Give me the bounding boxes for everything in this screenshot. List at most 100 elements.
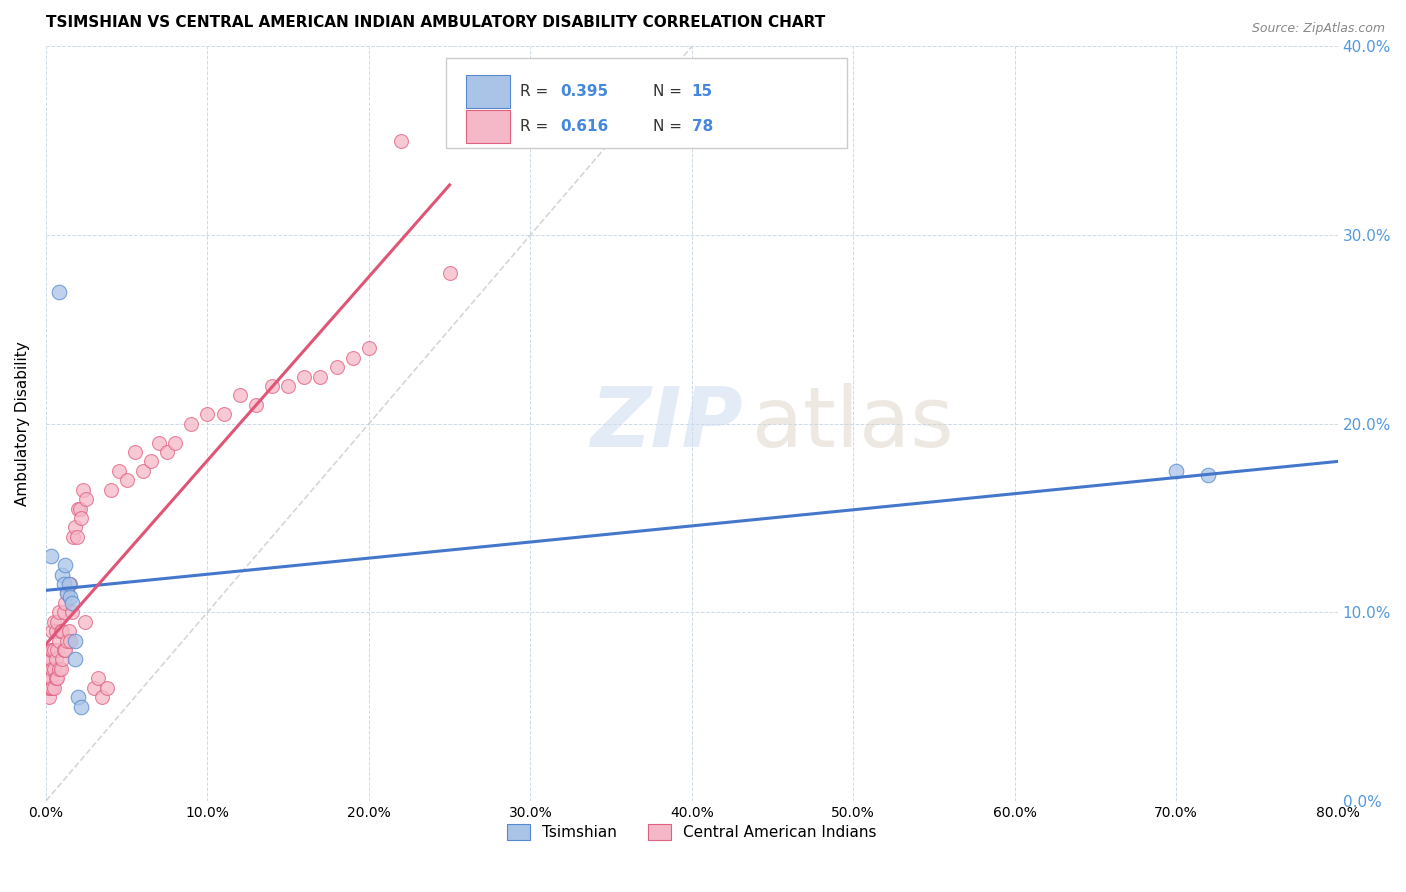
- Point: [49, 662, 72, 676]
- Point: [48, 662, 70, 676]
- Point: [39, 652, 62, 666]
- Point: [96, 681, 118, 695]
- FancyBboxPatch shape: [446, 58, 846, 148]
- Point: [41, 624, 63, 639]
- Point: [260, 379, 283, 393]
- Point: [39, 643, 62, 657]
- Y-axis label: Ambulatory Disability: Ambulatory Disability: [15, 342, 30, 506]
- Point: [37, 662, 59, 676]
- Point: [100, 483, 122, 497]
- FancyBboxPatch shape: [465, 110, 510, 143]
- Point: [60, 605, 83, 619]
- Point: [75, 492, 97, 507]
- Point: [277, 379, 299, 393]
- Point: [38, 681, 60, 695]
- Point: [59, 577, 82, 591]
- Point: [48, 285, 70, 299]
- Point: [245, 398, 267, 412]
- Point: [342, 351, 364, 365]
- Point: [51, 624, 73, 639]
- Point: [148, 435, 170, 450]
- Point: [37, 681, 59, 695]
- Point: [38, 690, 60, 705]
- Legend: Tsimshian, Central American Indians: Tsimshian, Central American Indians: [501, 818, 883, 846]
- Text: 15: 15: [692, 84, 713, 99]
- Point: [63, 633, 86, 648]
- Text: N =: N =: [652, 84, 688, 99]
- Point: [63, 520, 86, 534]
- Point: [60, 596, 83, 610]
- Text: N =: N =: [652, 119, 688, 134]
- Point: [45, 652, 67, 666]
- Text: R =: R =: [520, 84, 553, 99]
- Point: [42, 643, 65, 657]
- Point: [292, 369, 315, 384]
- Point: [56, 586, 79, 600]
- Point: [37, 671, 59, 685]
- Text: 0.616: 0.616: [560, 119, 609, 134]
- Point: [59, 633, 82, 648]
- Point: [42, 681, 65, 695]
- Point: [115, 473, 138, 487]
- Point: [41, 643, 63, 657]
- Point: [38, 652, 60, 666]
- Point: [197, 407, 219, 421]
- Text: 78: 78: [692, 119, 713, 134]
- Point: [62, 530, 84, 544]
- Point: [156, 445, 179, 459]
- Point: [107, 464, 129, 478]
- Point: [52, 577, 75, 591]
- Point: [51, 652, 73, 666]
- Point: [58, 577, 80, 591]
- Point: [180, 417, 202, 431]
- Point: [139, 454, 162, 468]
- Point: [67, 690, 90, 705]
- Point: [83, 681, 105, 695]
- Point: [91, 690, 114, 705]
- Point: [58, 624, 80, 639]
- Point: [52, 643, 75, 657]
- Point: [48, 633, 70, 648]
- Text: ZIP: ZIP: [589, 384, 742, 464]
- Point: [1166, 464, 1188, 478]
- Point: [63, 652, 86, 666]
- Point: [59, 590, 82, 604]
- Point: [39, 671, 62, 685]
- Point: [39, 681, 62, 695]
- Point: [41, 681, 63, 695]
- Point: [46, 615, 69, 629]
- Text: 0.395: 0.395: [560, 84, 609, 99]
- Point: [45, 624, 67, 639]
- Point: [39, 549, 62, 563]
- Point: [49, 624, 72, 639]
- Point: [41, 662, 63, 676]
- Text: atlas: atlas: [752, 384, 955, 464]
- Point: [389, 134, 412, 148]
- Point: [72, 483, 94, 497]
- Point: [48, 605, 70, 619]
- Text: R =: R =: [520, 119, 553, 134]
- Point: [52, 605, 75, 619]
- Point: [42, 662, 65, 676]
- Point: [1198, 467, 1220, 482]
- Point: [357, 341, 380, 355]
- Point: [53, 558, 76, 573]
- Point: [56, 633, 79, 648]
- Point: [45, 671, 67, 685]
- FancyBboxPatch shape: [465, 75, 510, 108]
- Point: [46, 671, 69, 685]
- Point: [51, 567, 73, 582]
- Point: [69, 501, 91, 516]
- Point: [124, 445, 146, 459]
- Point: [309, 369, 332, 384]
- Point: [439, 266, 461, 280]
- Point: [53, 596, 76, 610]
- Point: [56, 586, 79, 600]
- Point: [38, 662, 60, 676]
- Point: [70, 699, 93, 714]
- Point: [42, 615, 65, 629]
- Text: Source: ZipAtlas.com: Source: ZipAtlas.com: [1251, 22, 1385, 36]
- Point: [132, 464, 155, 478]
- Point: [325, 360, 347, 375]
- Text: TSIMSHIAN VS CENTRAL AMERICAN INDIAN AMBULATORY DISABILITY CORRELATION CHART: TSIMSHIAN VS CENTRAL AMERICAN INDIAN AMB…: [46, 15, 825, 30]
